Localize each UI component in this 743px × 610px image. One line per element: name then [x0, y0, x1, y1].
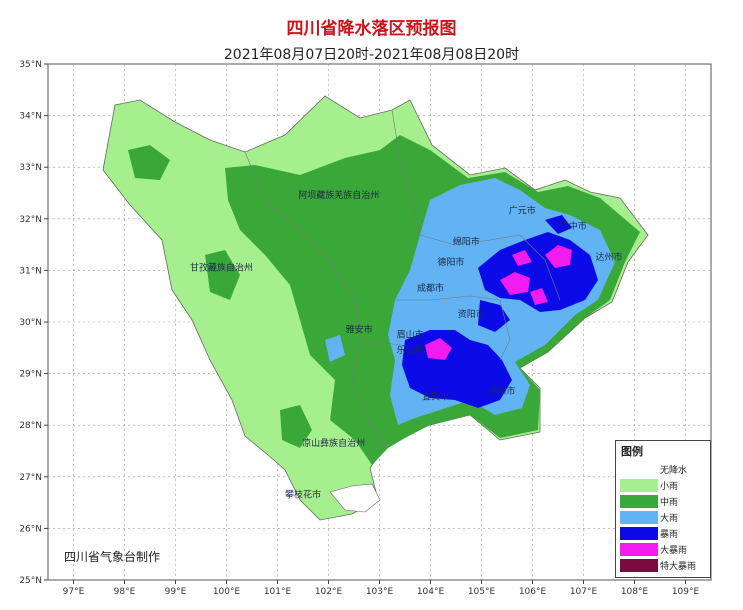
legend-item: 大雨 — [620, 509, 708, 525]
region-heavy-rainstorm-3 — [512, 250, 532, 266]
lat-tick-label: 33°N — [19, 163, 42, 173]
city-label: 达州市 — [595, 251, 622, 263]
map-title: 四川省降水落区预报图 — [286, 19, 457, 39]
city-label: 阿坝藏族羌族自治州 — [298, 189, 379, 201]
lat-tick-label: 31°N — [19, 266, 42, 276]
latitude-labels: 35°N 34°N 33°N 32°N 31°N 30°N 29°N 28°N 27°N 26°N… — [19, 60, 42, 586]
region-no-rain — [329, 483, 381, 513]
region-heavy-rainstorm-1 — [545, 245, 572, 268]
region-moderate-rain-north — [205, 250, 240, 300]
lon-tick-label: 102°E — [315, 587, 343, 597]
lon-tick-label: 107°E — [570, 587, 598, 597]
legend-swatch — [620, 463, 658, 476]
region-heavy-rainstorm-2 — [500, 272, 530, 295]
credit-label: 四川省气象台制作 — [64, 550, 161, 564]
city-label: 泸州市 — [488, 385, 515, 397]
prefecture-boundaries — [244, 109, 561, 449]
lat-tick-label: 30°N — [19, 318, 42, 328]
lon-tick-label: 109°E — [672, 587, 700, 597]
city-label: 攀枝花市 — [285, 488, 321, 500]
city-label: 宜宾市 — [422, 390, 449, 402]
city-label: 眉山市 — [397, 328, 424, 340]
legend-label: 大暴雨 — [660, 546, 688, 556]
region-heavy-rainstorm-5 — [425, 338, 452, 360]
city-label: 绵阳市 — [453, 236, 480, 248]
legend-label: 大雨 — [660, 514, 679, 524]
lon-tick-label: 108°E — [621, 587, 649, 597]
city-label: 巴中市 — [560, 220, 587, 232]
legend-label: 特大暴雨 — [660, 562, 697, 572]
legend-swatch — [620, 559, 658, 572]
longitude-labels: 97°E 98°E 99°E 100°E 101°E 102°E 103°E 104°E 105… — [63, 587, 700, 597]
lat-tick-label: 26°N — [19, 524, 42, 534]
lon-tick-label: 103°E — [366, 587, 394, 597]
lon-tick-label: 100°E — [213, 587, 241, 597]
region-heavy-rain-west — [325, 335, 345, 362]
map-subtitle: 2021年08月07日20时-2021年08月08日20时 — [223, 47, 520, 63]
lon-tick-label: 105°E — [468, 587, 496, 597]
lat-tick-label: 28°N — [19, 421, 42, 431]
lon-tick-label: 106°E — [519, 587, 547, 597]
city-label: 资阳市 — [458, 308, 485, 320]
city-label: 甘孜藏族自治州 — [190, 261, 253, 273]
legend-item: 暴雨 — [620, 525, 708, 541]
legend-label: 暴雨 — [660, 530, 679, 540]
lon-tick-label: 104°E — [417, 587, 445, 597]
region-moderate-rain-south — [280, 405, 312, 448]
legend-item: 无降水 — [620, 461, 708, 477]
lon-tick-label: 101°E — [264, 587, 292, 597]
lat-tick-label: 32°N — [19, 215, 42, 225]
city-label: 雅安市 — [346, 323, 373, 335]
legend-swatch — [620, 495, 658, 508]
legend-label: 中雨 — [660, 498, 679, 508]
region-moderate-rain-west — [128, 145, 170, 180]
lat-tick-label: 34°N — [19, 112, 42, 122]
legend-item: 中雨 — [620, 493, 708, 509]
lat-tick-label: 35°N — [19, 60, 42, 70]
legend-swatch — [620, 511, 658, 524]
legend-item: 大暴雨 — [620, 541, 708, 557]
lat-tick-label: 29°N — [19, 370, 42, 380]
legend-swatch — [620, 543, 658, 556]
legend: 图例 无降水小雨中雨大雨暴雨大暴雨特大暴雨 — [615, 440, 711, 578]
lon-tick-label: 99°E — [165, 587, 187, 597]
city-label: 成都市 — [417, 282, 444, 294]
lat-tick-label: 25°N — [19, 576, 42, 586]
legend-item: 小雨 — [620, 477, 708, 493]
legend-swatch — [620, 527, 658, 540]
region-rainstorm-bazhong — [545, 215, 572, 234]
city-label: 广元市 — [509, 205, 536, 217]
legend-title: 图例 — [621, 445, 643, 458]
city-label: 德阳市 — [437, 256, 464, 268]
lon-tick-label: 98°E — [114, 587, 136, 597]
region-heavy-rainstorm-4 — [530, 288, 548, 305]
lon-tick-label: 97°E — [63, 587, 85, 597]
lat-tick-label: 27°N — [19, 473, 42, 483]
legend-label: 无降水 — [660, 466, 688, 476]
legend-label: 小雨 — [660, 482, 679, 492]
city-label: 乐山市 — [397, 344, 424, 356]
legend-swatch — [620, 479, 658, 492]
legend-item: 特大暴雨 — [620, 557, 708, 573]
city-label: 凉山彝族自治州 — [302, 437, 365, 449]
